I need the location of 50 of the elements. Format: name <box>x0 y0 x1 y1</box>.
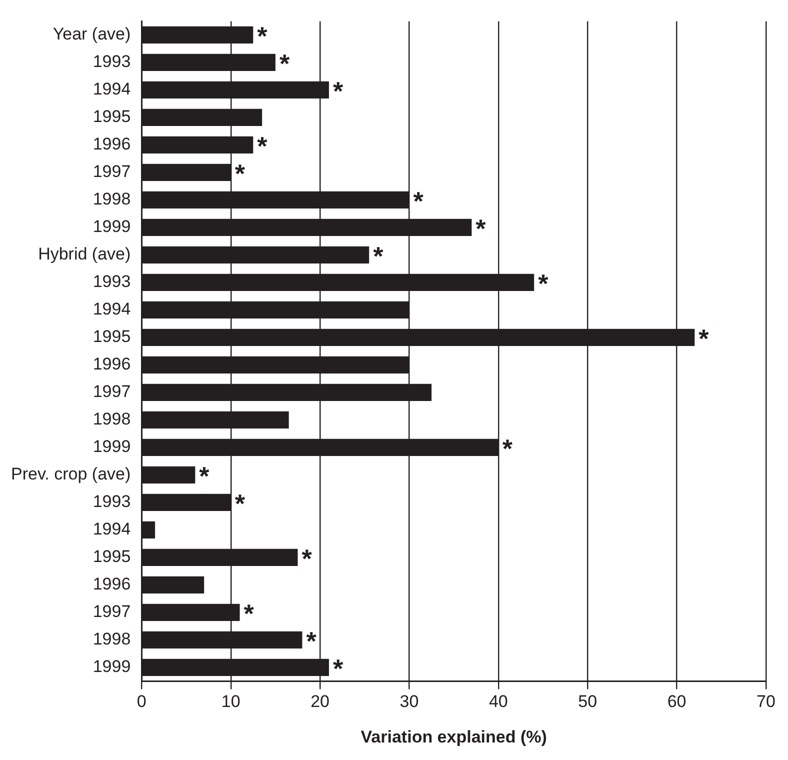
data-label: * <box>257 131 268 162</box>
y-tick-label: 1995 <box>92 107 131 126</box>
data-label: * <box>234 158 246 189</box>
x-tick-label: 10 <box>221 692 240 712</box>
x-tick-label: 40 <box>488 692 508 712</box>
data-label: * <box>234 488 246 519</box>
y-tick-label: 1994 <box>92 80 131 99</box>
y-tick-label: 1993 <box>92 52 131 72</box>
y-tick-label: 1997 <box>92 602 131 622</box>
x-axis-title: Variation explained (%) <box>360 727 547 746</box>
data-label: * <box>257 21 268 52</box>
y-tick-label: Year (ave) <box>52 24 131 44</box>
y-tick-label: 1999 <box>92 217 131 236</box>
y-tick-label: Prev. crop (ave) <box>10 464 131 484</box>
y-tick-label: Hybrid (ave) <box>38 244 131 264</box>
data-label: * <box>306 626 318 656</box>
data-label: * <box>373 241 384 272</box>
y-tick-label: 1999 <box>92 437 131 456</box>
x-tick-label: 30 <box>400 692 419 712</box>
y-tick-label: 1997 <box>92 162 131 182</box>
y-tick-label: 1995 <box>92 327 131 346</box>
data-label: * <box>538 268 550 299</box>
data-label: * <box>199 461 210 492</box>
y-tick-label: 1994 <box>92 300 131 319</box>
y-tick-label: 1996 <box>92 574 131 594</box>
y-tick-label: 1993 <box>92 272 131 292</box>
y-tick-label: 1998 <box>92 410 131 429</box>
data-label: * <box>302 544 313 574</box>
data-label: * <box>698 324 710 354</box>
y-tick-label: 1994 <box>92 520 131 539</box>
y-tick-label: 1999 <box>92 657 131 676</box>
x-tick-label: 60 <box>667 692 686 712</box>
y-tick-label: 1998 <box>92 630 131 649</box>
x-tick-label: 0 <box>136 692 146 712</box>
y-tick-label: 1997 <box>92 382 131 402</box>
y-tick-label: 1993 <box>92 492 131 512</box>
x-tick-label: 50 <box>578 692 598 712</box>
data-label: * <box>413 186 424 216</box>
data-label: * <box>332 76 344 106</box>
data-label: * <box>244 598 255 629</box>
y-tick-label: 1998 <box>92 190 131 209</box>
data-label: * <box>279 48 290 79</box>
data-label: * <box>332 654 344 684</box>
x-tick-label: 20 <box>310 692 330 712</box>
y-tick-label: 1995 <box>92 547 131 566</box>
x-tick-label: 70 <box>756 692 776 712</box>
data-label: * <box>502 434 514 464</box>
y-tick-label: 1996 <box>92 354 131 374</box>
y-tick-label: 1996 <box>92 134 131 154</box>
data-label: * <box>476 214 487 244</box>
